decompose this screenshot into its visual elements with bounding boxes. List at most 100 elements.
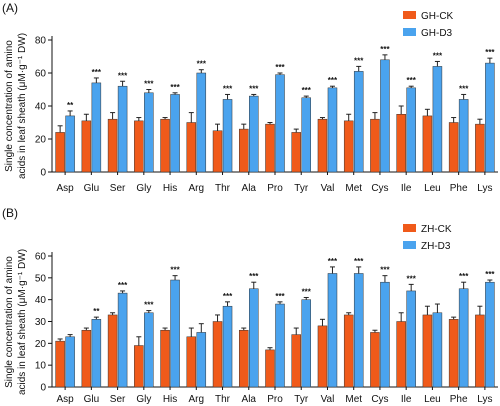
bar-gh-d3 bbox=[117, 85, 128, 173]
significance-label: *** bbox=[459, 272, 469, 281]
x-tick-label: Thr bbox=[215, 183, 231, 194]
bar-gh-ck bbox=[475, 123, 485, 173]
significance-label: *** bbox=[249, 84, 259, 93]
significance-label: ** bbox=[93, 307, 100, 316]
bar-zh-ck bbox=[239, 329, 249, 388]
x-tick-label: His bbox=[163, 183, 177, 194]
bar-gh-ck bbox=[317, 118, 328, 173]
y-tick-label: 50 bbox=[35, 273, 47, 284]
x-tick-label: Ile bbox=[401, 394, 412, 405]
significance-label: *** bbox=[118, 281, 128, 290]
bar-zh-d3 bbox=[249, 288, 259, 388]
x-tick-label: Arg bbox=[189, 394, 205, 405]
significance-label: *** bbox=[275, 292, 285, 301]
bar-zh-ck bbox=[448, 319, 459, 388]
bar-zh-d3 bbox=[65, 336, 75, 388]
significance-label: *** bbox=[92, 68, 102, 77]
x-tick-label: Thr bbox=[215, 394, 231, 405]
legend-label-gh-ck: GH-CK bbox=[421, 11, 454, 22]
significance-label: *** bbox=[170, 83, 180, 92]
x-tick-label: Ser bbox=[110, 183, 126, 194]
bar-zh-d3 bbox=[222, 305, 233, 388]
bar-gh-d3 bbox=[301, 97, 311, 173]
x-tick-label: Asp bbox=[57, 183, 75, 194]
bar-gh-ck bbox=[186, 122, 197, 173]
legend-swatch-zh-d3 bbox=[403, 241, 416, 249]
y-tick-label: 40 bbox=[35, 295, 47, 306]
bar-zh-ck bbox=[475, 314, 485, 388]
x-tick-label: Glu bbox=[84, 394, 100, 405]
bar-gh-d3 bbox=[406, 87, 416, 173]
significance-label: *** bbox=[354, 257, 364, 266]
bar-zh-ck bbox=[212, 321, 223, 388]
significance-label: *** bbox=[407, 76, 417, 85]
x-tick-label: Ala bbox=[242, 394, 257, 405]
x-tick-label: Tyr bbox=[294, 183, 309, 194]
bar-zh-d3 bbox=[275, 303, 285, 388]
bar-gh-d3 bbox=[327, 87, 338, 173]
panel-a-ylabel-line2: acids in leaf sheath (μM·g⁻¹ DW) bbox=[17, 33, 28, 179]
panel-a-legend: GH-CK GH-D3 bbox=[403, 11, 454, 39]
bar-gh-ck bbox=[343, 120, 354, 173]
legend-label-zh-ck: ZH-CK bbox=[421, 224, 452, 235]
significance-label: *** bbox=[197, 60, 207, 69]
bar-gh-d3 bbox=[275, 74, 285, 173]
bar-zh-d3 bbox=[196, 332, 207, 388]
bar-zh-ck bbox=[81, 329, 92, 388]
x-tick-label: Tyr bbox=[294, 394, 309, 405]
significance-label: *** bbox=[275, 63, 285, 72]
significance-label: *** bbox=[144, 301, 154, 310]
x-tick-label: Leu bbox=[424, 183, 441, 194]
significance-label: *** bbox=[302, 86, 312, 95]
legend-swatch-gh-ck bbox=[403, 11, 416, 19]
y-tick-label: 80 bbox=[35, 36, 47, 47]
bar-gh-d3 bbox=[196, 72, 207, 173]
significance-label: *** bbox=[118, 71, 128, 80]
y-tick-label: 60 bbox=[35, 252, 47, 263]
legend-label-zh-d3: ZH-D3 bbox=[421, 241, 451, 252]
x-tick-label: His bbox=[163, 394, 177, 405]
bar-gh-d3 bbox=[485, 62, 495, 173]
y-tick-label: 0 bbox=[40, 168, 46, 179]
x-tick-label: Met bbox=[345, 183, 362, 194]
x-tick-label: Ser bbox=[110, 394, 126, 405]
bar-gh-ck bbox=[107, 118, 118, 173]
y-tick-label: 60 bbox=[35, 69, 47, 80]
y-tick-label: 20 bbox=[35, 135, 47, 146]
bar-gh-ck bbox=[291, 132, 301, 173]
bar-zh-ck bbox=[186, 336, 197, 388]
bar-zh-ck bbox=[422, 314, 433, 388]
significance-label: *** bbox=[170, 266, 180, 275]
bar-zh-ck bbox=[265, 349, 275, 388]
x-tick-label: Arg bbox=[189, 183, 205, 194]
significance-label: ** bbox=[67, 101, 74, 110]
bar-gh-d3 bbox=[170, 94, 180, 173]
bar-zh-d3 bbox=[144, 312, 154, 388]
bar-zh-d3 bbox=[301, 299, 311, 388]
bar-gh-ck bbox=[239, 128, 249, 173]
bar-gh-ck bbox=[134, 120, 144, 173]
bar-zh-ck bbox=[107, 314, 118, 388]
bar-zh-ck bbox=[317, 325, 328, 388]
x-tick-label: Asp bbox=[57, 394, 75, 405]
x-tick-label: Leu bbox=[424, 394, 441, 405]
bar-gh-ck bbox=[448, 122, 459, 173]
bar-zh-d3 bbox=[327, 273, 338, 388]
x-tick-label: Glu bbox=[84, 183, 100, 194]
y-tick-label: 30 bbox=[35, 317, 47, 328]
bar-gh-d3 bbox=[249, 95, 259, 173]
bar-zh-d3 bbox=[380, 281, 390, 388]
bar-zh-ck bbox=[160, 329, 170, 388]
bar-zh-ck bbox=[343, 314, 354, 388]
x-tick-label: Phe bbox=[450, 394, 468, 405]
panel-a-ylabel-line1: Single concentration of amino bbox=[4, 40, 15, 172]
bar-gh-ck bbox=[55, 132, 65, 173]
bar-zh-d3 bbox=[432, 312, 443, 388]
bar-gh-d3 bbox=[432, 66, 443, 173]
x-tick-label: Ile bbox=[401, 183, 412, 194]
x-tick-label: Gly bbox=[136, 394, 151, 405]
y-tick-label: 0 bbox=[40, 383, 46, 394]
bar-gh-ck bbox=[212, 130, 223, 173]
significance-label: *** bbox=[223, 292, 233, 301]
bar-gh-d3 bbox=[458, 99, 469, 173]
